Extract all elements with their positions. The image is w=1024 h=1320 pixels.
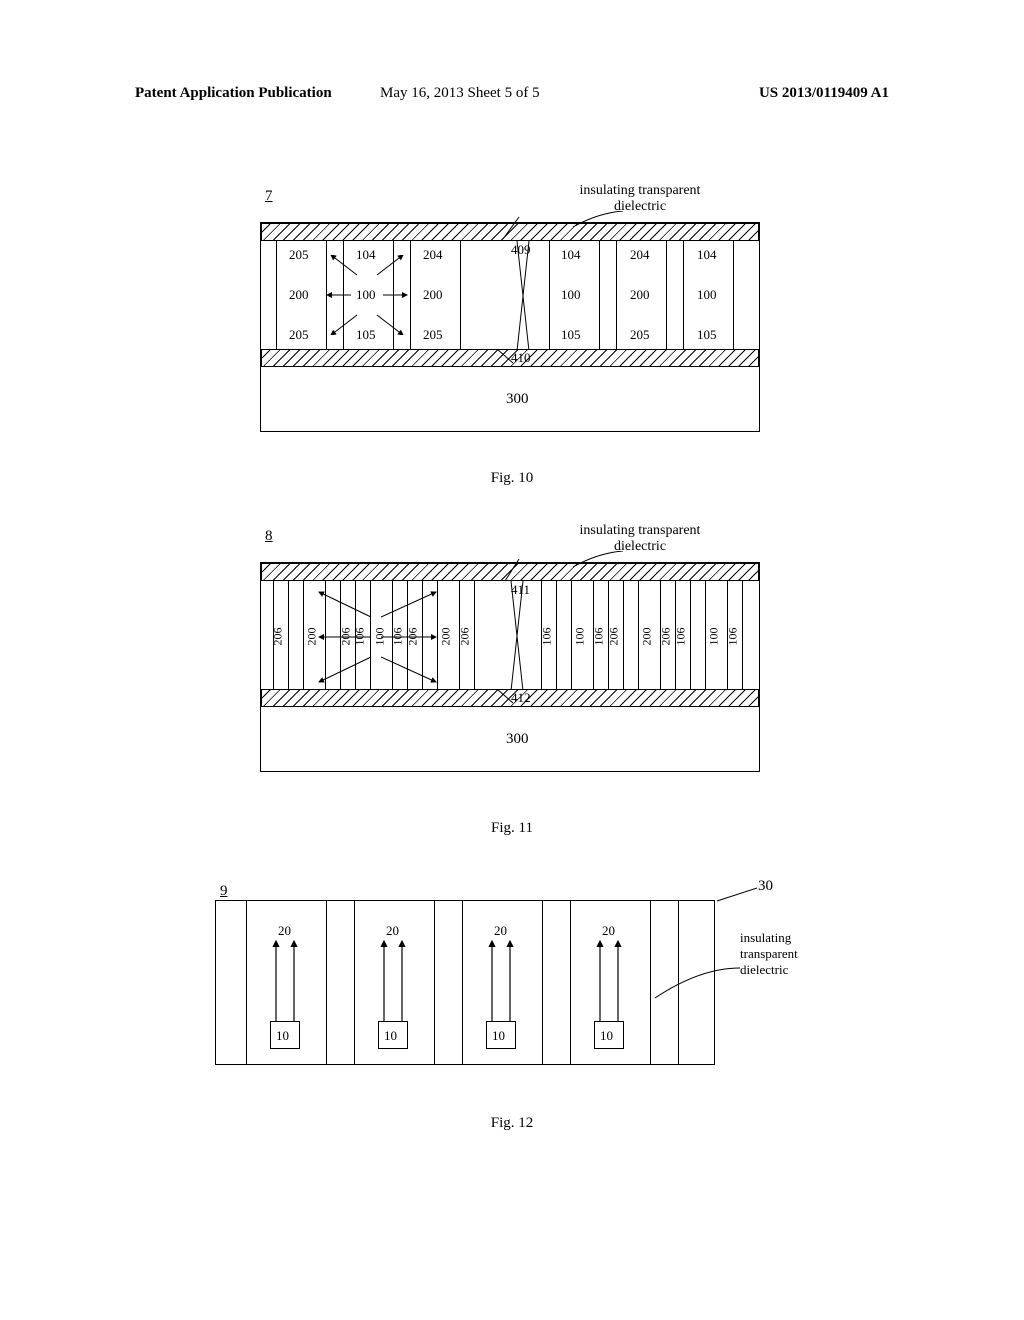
fig10-ref: 7 (265, 188, 273, 205)
dielectric-text-1c: insulating (740, 930, 791, 945)
fig12-ref: 9 (220, 883, 228, 900)
fig10-outer: 409 205 104 204 104 204 104 200 100 200 … (260, 222, 760, 432)
fig11-vline (288, 581, 289, 689)
fig11-c17: 100 (707, 628, 722, 646)
header-center: May 16, 2013 Sheet 5 of 5 (380, 85, 540, 102)
fig10-dielectric-leader (568, 211, 658, 231)
fig11-c10: 106 (540, 628, 555, 646)
fig11-c15: 206 (659, 628, 674, 646)
fig11-300: 300 (506, 731, 529, 748)
fig10-r2c4: 100 (561, 287, 581, 303)
fig10-arrows (317, 255, 417, 335)
fig11-c11: 100 (573, 628, 588, 646)
fig12-outer: 20 20 20 20 10 10 10 10 (215, 900, 715, 1065)
fig10-r3c5: 205 (630, 327, 650, 343)
fig11-vline (690, 581, 691, 689)
fig10-r3c4: 105 (561, 327, 581, 343)
fig11-c1: 206 (271, 628, 286, 646)
fig10-r1c3: 204 (423, 247, 443, 263)
fig11-c18: 106 (726, 628, 741, 646)
fig11-bot-leader (491, 689, 531, 714)
fig10-r2c3: 200 (423, 287, 443, 303)
dielectric-text-2c: transparent (740, 946, 798, 961)
fig12-dielectric-leader (650, 960, 750, 1010)
fig10-r2c5: 200 (630, 287, 650, 303)
fig10-300: 300 (506, 391, 529, 408)
fig11-c14: 200 (640, 628, 655, 646)
fig10-r3c1: 205 (289, 327, 309, 343)
fig10-vline (599, 241, 600, 349)
fig12-30-leader (715, 886, 765, 906)
fig10-center-split (493, 241, 553, 351)
page: Patent Application Publication May 16, 2… (0, 0, 1024, 1320)
fig11-outer: 411 206 (260, 562, 760, 772)
fig10-vline (276, 241, 277, 349)
fig12-arrows (216, 901, 716, 1066)
fig11-caption: Fig. 11 (0, 820, 1024, 837)
fig12-caption: Fig. 12 (0, 1115, 1024, 1132)
fig11-c16: 106 (674, 628, 689, 646)
dielectric-text-1: insulating transparent (580, 183, 701, 198)
fig10-r1c5: 204 (630, 247, 650, 263)
fig10-vline (666, 241, 667, 349)
fig10-bot-leader (491, 349, 531, 374)
fig11-vline (474, 581, 475, 689)
fig10-r1c1: 205 (289, 247, 309, 263)
fig10-vline (549, 241, 550, 349)
fig10-vline (616, 241, 617, 349)
fig10-r1c4: 104 (561, 247, 581, 263)
fig11-c12: 106 (592, 628, 607, 646)
fig10-r3c3: 205 (423, 327, 443, 343)
fig11-vline (742, 581, 743, 689)
fig11-arrows (291, 587, 471, 687)
dielectric-text-1b: insulating transparent (580, 523, 701, 538)
fig10-r2c1: 200 (289, 287, 309, 303)
header-right: US 2013/0119409 A1 (759, 85, 889, 102)
fig10-caption: Fig. 10 (0, 470, 1024, 487)
fig10-r2c6: 100 (697, 287, 717, 303)
fig11-ref: 8 (265, 528, 273, 545)
fig11-dielectric-leader (568, 551, 658, 571)
fig10-vline (683, 241, 684, 349)
fig11-c13: 206 (607, 628, 622, 646)
fig11-vline (556, 581, 557, 689)
fig10-r3c6: 105 (697, 327, 717, 343)
fig10-r1c6: 104 (697, 247, 717, 263)
fig11-vline (623, 581, 624, 689)
fig10-vline (460, 241, 461, 349)
fig10-vline (733, 241, 734, 349)
fig12-dielectric-label: insulating transparent dielectric (740, 930, 830, 978)
header-left: Patent Application Publication (135, 85, 332, 102)
